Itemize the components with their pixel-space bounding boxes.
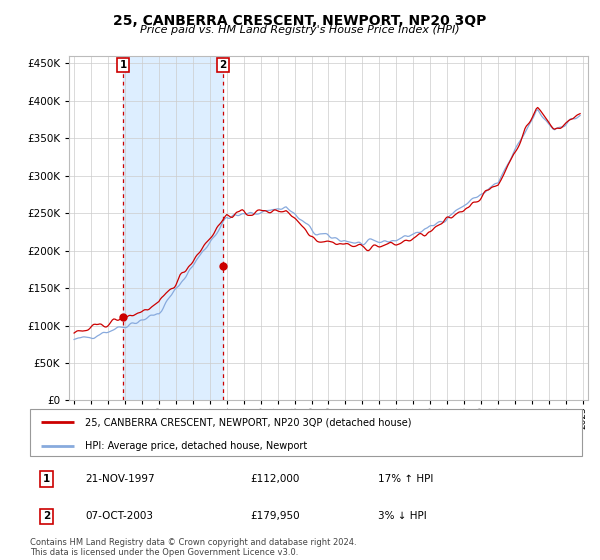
Text: 1: 1 — [119, 59, 127, 69]
Text: 21-NOV-1997: 21-NOV-1997 — [85, 474, 155, 484]
Text: £112,000: £112,000 — [251, 474, 300, 484]
Text: 07-OCT-2003: 07-OCT-2003 — [85, 511, 153, 521]
Text: HPI: Average price, detached house, Newport: HPI: Average price, detached house, Newp… — [85, 441, 307, 451]
Text: 3% ↓ HPI: 3% ↓ HPI — [378, 511, 427, 521]
Text: 17% ↑ HPI: 17% ↑ HPI — [378, 474, 433, 484]
Text: 2: 2 — [43, 511, 50, 521]
Bar — [123, 56, 223, 400]
Text: Price paid vs. HM Land Registry's House Price Index (HPI): Price paid vs. HM Land Registry's House … — [140, 25, 460, 35]
Text: 1: 1 — [43, 474, 50, 484]
FancyBboxPatch shape — [30, 409, 582, 456]
Text: 25, CANBERRA CRESCENT, NEWPORT, NP20 3QP: 25, CANBERRA CRESCENT, NEWPORT, NP20 3QP — [113, 14, 487, 28]
Text: £179,950: £179,950 — [251, 511, 301, 521]
Text: Contains HM Land Registry data © Crown copyright and database right 2024.
This d: Contains HM Land Registry data © Crown c… — [30, 538, 356, 557]
Text: 25, CANBERRA CRESCENT, NEWPORT, NP20 3QP (detached house): 25, CANBERRA CRESCENT, NEWPORT, NP20 3QP… — [85, 417, 412, 427]
Text: 2: 2 — [219, 59, 226, 69]
